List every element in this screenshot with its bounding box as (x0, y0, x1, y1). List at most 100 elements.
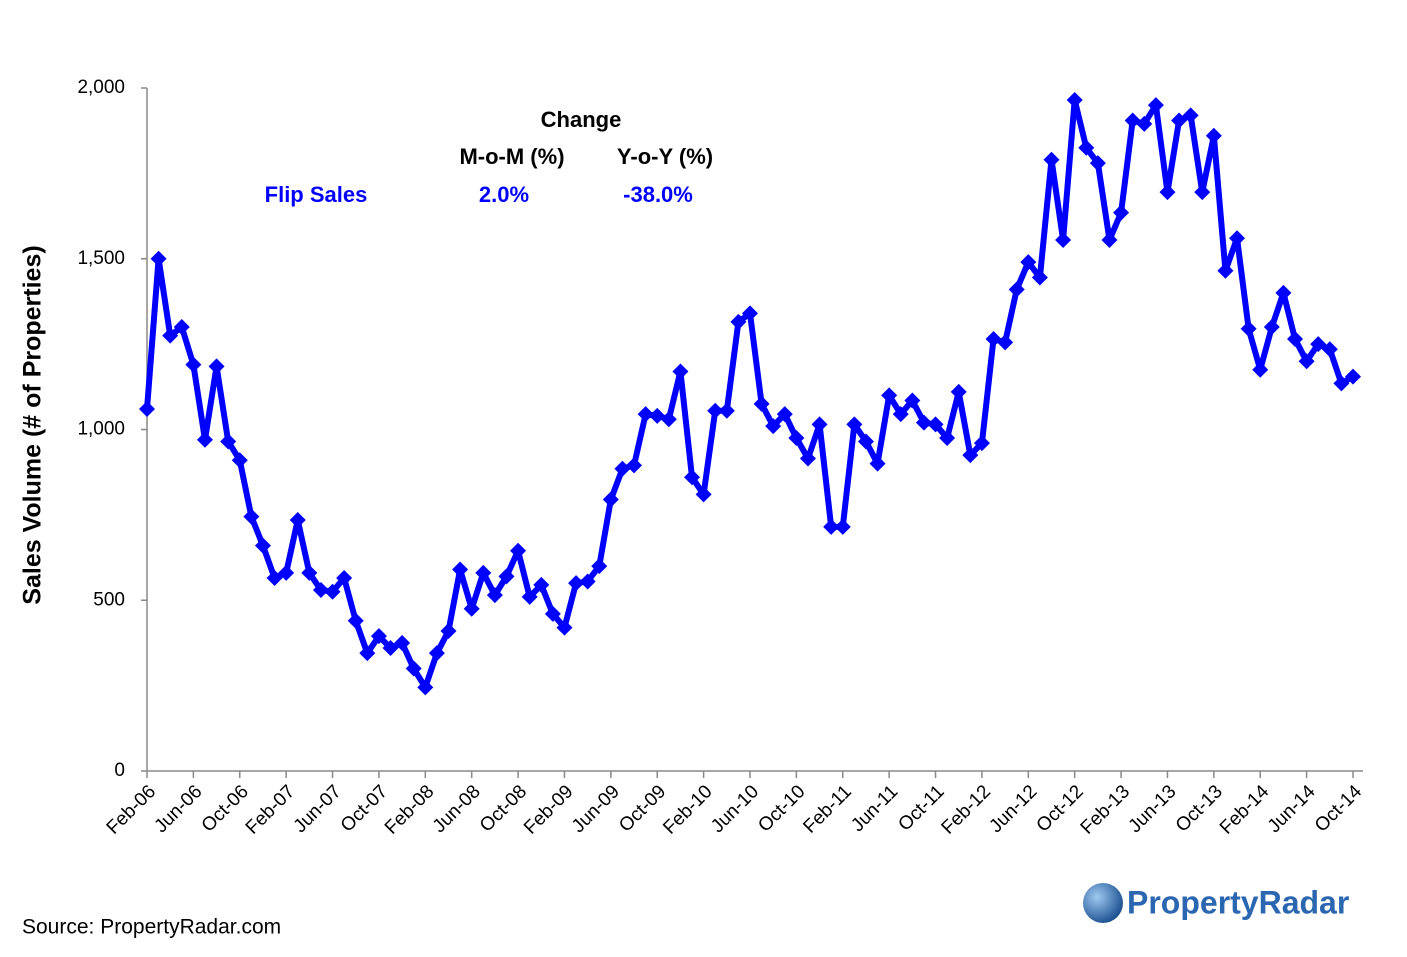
logo: PropertyRadar (1083, 883, 1349, 923)
marker (1240, 320, 1257, 337)
marker (950, 383, 967, 400)
x-tick-label: Oct-14 (1311, 781, 1366, 836)
marker (336, 570, 353, 587)
marker (556, 619, 573, 636)
marker (150, 250, 167, 267)
x-tick-label: Jun-11 (847, 781, 902, 836)
marker (1136, 115, 1153, 132)
marker (857, 433, 874, 450)
x-tick-label: Jun-10 (707, 781, 763, 837)
marker (289, 511, 306, 528)
x-tick-label: Jun-07 (290, 781, 346, 837)
marker (1182, 107, 1199, 124)
x-tick-label: Oct-06 (198, 781, 253, 836)
x-tick-label: Feb-06 (103, 781, 160, 838)
marker (1252, 361, 1269, 378)
marker (614, 460, 631, 477)
marker (927, 416, 944, 433)
marker (243, 508, 260, 525)
marker (834, 518, 851, 535)
source: Source: PropertyRadar.com (22, 916, 281, 939)
marker (579, 573, 596, 590)
marker (904, 392, 921, 409)
marker (602, 491, 619, 508)
marker (1078, 139, 1095, 156)
marker (185, 356, 202, 373)
x-tick-label: Oct-09 (615, 781, 670, 836)
marker (1124, 112, 1141, 129)
marker (1159, 184, 1176, 201)
marker (394, 634, 411, 651)
y-axis-label: Sales Volume (# of Properties) (19, 245, 47, 604)
marker (486, 587, 503, 604)
marker (312, 582, 329, 599)
x-tick-label: Feb-11 (799, 781, 855, 837)
marker (208, 358, 225, 375)
marker (1287, 331, 1304, 348)
marker (1229, 230, 1246, 247)
x-tick-label: Feb-13 (1077, 781, 1134, 838)
marker (823, 518, 840, 535)
marker (1217, 262, 1234, 279)
marker (626, 457, 643, 474)
marker (1333, 375, 1350, 392)
marker (649, 407, 666, 424)
annotation-value: 2.0% (479, 182, 529, 207)
marker (533, 576, 550, 593)
x-tick-label: Oct-10 (754, 781, 809, 836)
marker (973, 435, 990, 452)
marker (510, 542, 527, 559)
marker (881, 387, 898, 404)
marker (939, 430, 956, 447)
marker (695, 486, 712, 503)
annotation-value: -38.0% (623, 182, 693, 207)
x-tick-label: Jun-13 (1125, 781, 1181, 837)
logo-text: PropertyRadar (1127, 884, 1349, 920)
marker (637, 406, 654, 423)
marker (1066, 91, 1083, 108)
marker (417, 679, 434, 696)
marker (1113, 204, 1130, 221)
marker (997, 334, 1014, 351)
x-tick-label: Jun-12 (985, 781, 1041, 837)
marker (196, 431, 213, 448)
x-tick-label: Oct-07 (337, 781, 392, 836)
marker (1008, 281, 1025, 298)
x-tick-label: Jun-09 (568, 781, 624, 837)
marker (799, 450, 816, 467)
marker (846, 416, 863, 433)
marker (1101, 231, 1118, 248)
marker (776, 406, 793, 423)
marker (347, 612, 364, 629)
marker (718, 402, 735, 419)
marker (1205, 127, 1222, 144)
x-tick-label: Feb-08 (381, 781, 438, 838)
y-tick-label: 1,500 (77, 248, 125, 269)
marker (382, 640, 399, 657)
marker (1089, 155, 1106, 172)
x-tick-label: Feb-10 (659, 781, 716, 838)
marker (892, 406, 909, 423)
logo-globe (1083, 883, 1123, 923)
marker (173, 319, 190, 336)
marker (1321, 341, 1338, 358)
marker (324, 583, 341, 600)
y-tick-label: 0 (114, 760, 125, 781)
y-tick-label: 1,000 (77, 419, 125, 440)
marker (1055, 231, 1072, 248)
marker (139, 401, 155, 418)
marker (220, 433, 237, 450)
marker (405, 660, 422, 677)
marker (1043, 151, 1060, 168)
marker (452, 561, 469, 578)
marker (1031, 269, 1048, 286)
marker (684, 469, 701, 486)
marker (359, 645, 376, 662)
x-tick-label: Feb-14 (1216, 781, 1274, 839)
marker (266, 570, 283, 587)
y-tick-label: 500 (93, 589, 125, 610)
x-tick-label: Jun-14 (1264, 781, 1320, 837)
marker (672, 363, 689, 380)
annotation-column: M-o-M (%) (459, 144, 564, 169)
